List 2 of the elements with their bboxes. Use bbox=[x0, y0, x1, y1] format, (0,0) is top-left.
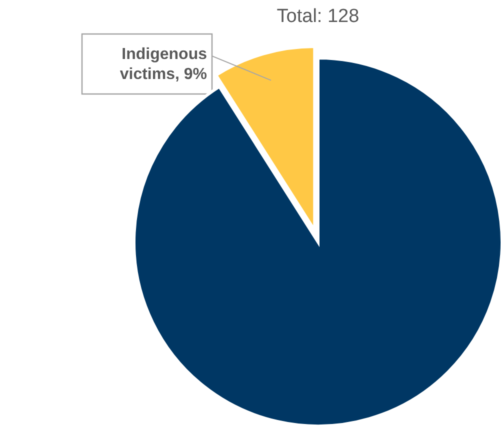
slice-label: Indigenous victims, 9% bbox=[120, 46, 208, 83]
chart-title: Total: 128 bbox=[276, 6, 360, 27]
